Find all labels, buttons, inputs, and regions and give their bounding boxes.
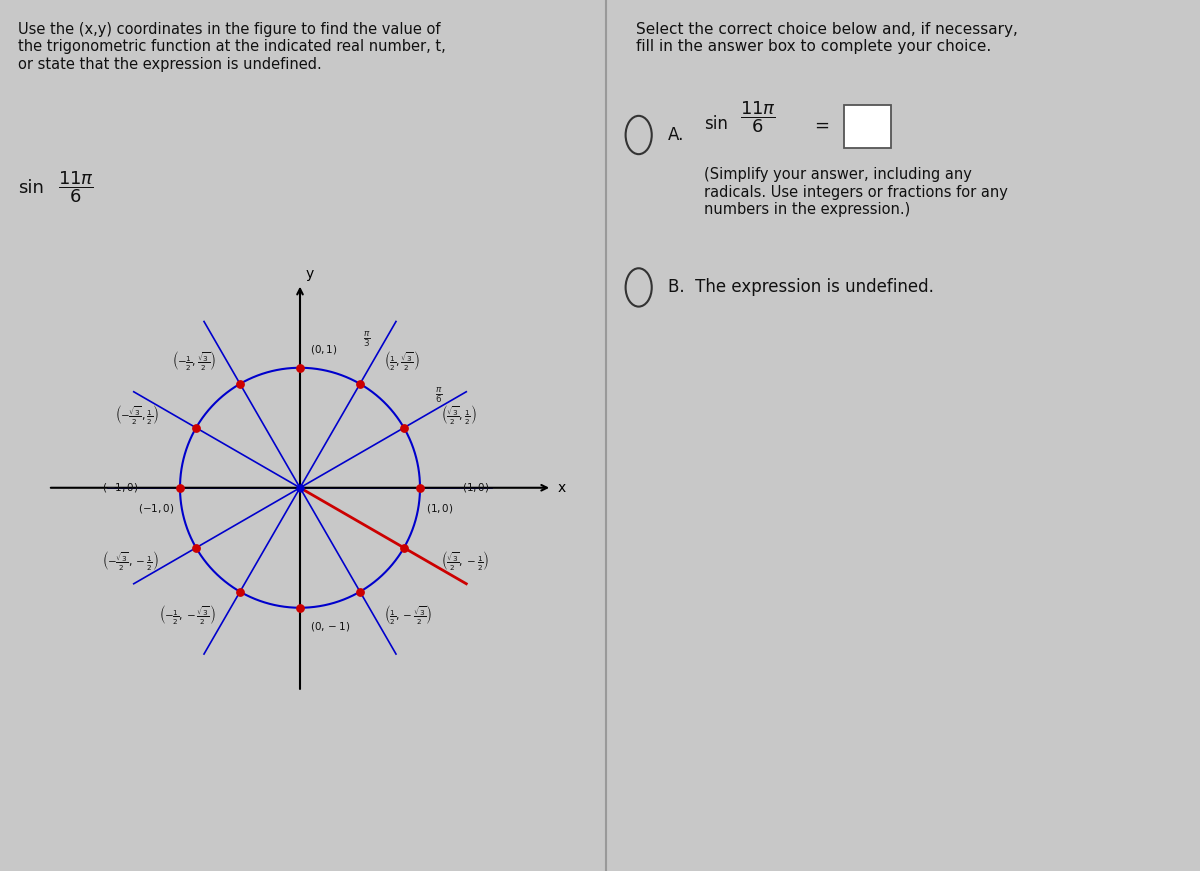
- Point: [230, 377, 250, 391]
- Text: Select the correct choice below and, if necessary,
fill in the answer box to com: Select the correct choice below and, if …: [636, 22, 1018, 54]
- Text: sin: sin: [704, 115, 728, 132]
- Text: x: x: [558, 481, 566, 495]
- Text: $\!\left(-\frac{\sqrt{3}}{2},-\frac{1}{2}\right)$: $\!\left(-\frac{\sqrt{3}}{2},-\frac{1}{2…: [103, 550, 158, 572]
- Text: Use the (x,y) coordinates in the figure to find the value of
the trigonometric f: Use the (x,y) coordinates in the figure …: [18, 22, 446, 71]
- Text: y: y: [306, 267, 314, 281]
- Point: [290, 361, 310, 375]
- Text: $\frac{\pi}{6}$: $\frac{\pi}{6}$: [436, 386, 443, 405]
- Point: [350, 584, 370, 598]
- Text: $\dfrac{11\pi}{6}$: $\dfrac{11\pi}{6}$: [739, 99, 775, 134]
- Text: (Simplify your answer, including any
radicals. Use integers or fractions for any: (Simplify your answer, including any rad…: [704, 167, 1008, 217]
- Text: $\!\left(-\frac{\sqrt{3}}{2},\frac{1}{2}\right)$: $\!\left(-\frac{\sqrt{3}}{2},\frac{1}{2}…: [116, 403, 158, 426]
- Text: $\!\left(-\frac{1}{2},\frac{\sqrt{3}}{2}\right)$: $\!\left(-\frac{1}{2},\frac{\sqrt{3}}{2}…: [173, 349, 216, 373]
- Text: $\dfrac{11\pi}{6}$: $\dfrac{11\pi}{6}$: [58, 170, 94, 206]
- Text: $\frac{\pi}{3}$: $\frac{\pi}{3}$: [364, 329, 371, 348]
- Point: [395, 421, 414, 435]
- Point: [170, 481, 190, 495]
- Text: $(1,0)$: $(1,0)$: [426, 503, 454, 515]
- Text: $\left(\frac{\sqrt{3}}{2},\frac{1}{2}\right)$: $\left(\frac{\sqrt{3}}{2},\frac{1}{2}\ri…: [442, 403, 476, 426]
- Text: $(-1,0)$: $(-1,0)$: [138, 503, 174, 515]
- Bar: [844, 105, 892, 148]
- Point: [350, 377, 370, 391]
- Text: $(0,-1)$: $(0,-1)$: [310, 620, 350, 632]
- Text: $(1,0)$: $(1,0)$: [462, 482, 490, 494]
- Text: $\left(\frac{1}{2},\frac{\sqrt{3}}{2}\right)$: $\left(\frac{1}{2},\frac{\sqrt{3}}{2}\ri…: [384, 349, 420, 373]
- Text: A.: A.: [668, 126, 685, 144]
- Text: $(0,1)$: $(0,1)$: [310, 343, 337, 355]
- Point: [186, 421, 205, 435]
- Text: $\left(\frac{1}{2},-\frac{\sqrt{3}}{2}\right)$: $\left(\frac{1}{2},-\frac{\sqrt{3}}{2}\r…: [384, 603, 432, 626]
- Text: $\!\left(-\frac{1}{2},-\frac{\sqrt{3}}{2}\right)$: $\!\left(-\frac{1}{2},-\frac{\sqrt{3}}{2…: [161, 603, 216, 626]
- Text: B.  The expression is undefined.: B. The expression is undefined.: [668, 279, 935, 296]
- Text: $(-1,0)$: $(-1,0)$: [102, 482, 138, 494]
- Point: [290, 601, 310, 615]
- Point: [230, 584, 250, 598]
- Point: [410, 481, 430, 495]
- Point: [290, 481, 310, 495]
- Point: [395, 541, 414, 555]
- Text: $\left(\frac{\sqrt{3}}{2},-\frac{1}{2}\right)$: $\left(\frac{\sqrt{3}}{2},-\frac{1}{2}\r…: [442, 550, 490, 572]
- Text: =: =: [814, 117, 829, 134]
- Point: [186, 541, 205, 555]
- Text: sin: sin: [18, 179, 44, 197]
